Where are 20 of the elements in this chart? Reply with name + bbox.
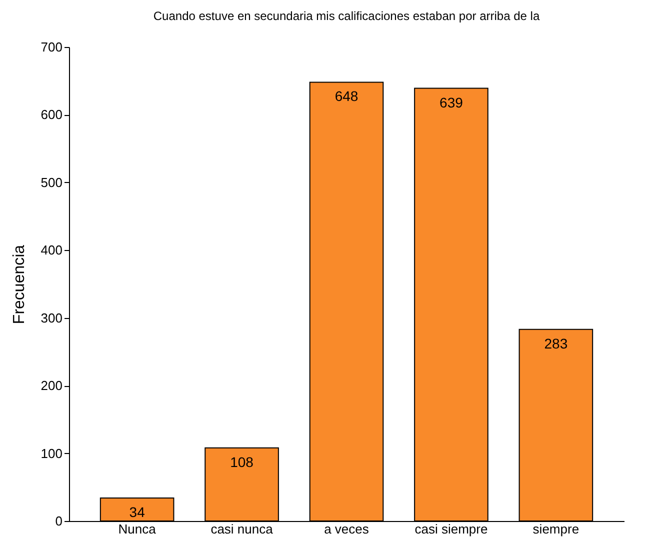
x-tick-label: casi siempre [414,522,488,536]
x-tick-label: siempre [532,522,580,536]
y-tick-label: 700 [40,40,62,54]
y-tick-label: 200 [40,378,62,394]
y-tick-label: 600 [40,107,62,122]
x-tick-label: casi nunca [210,522,274,536]
x-tick-label: a veces [324,522,370,536]
y-tick-label: 400 [40,242,62,258]
y-tick-label: 300 [40,310,62,326]
data-label: 108 [230,454,254,470]
y-axis-title: Frecuencia [10,244,28,324]
x-tick-label: Nunca [118,522,157,536]
y-tick-label: 100 [40,446,62,461]
data-label: 648 [334,88,358,104]
y-tick-label: 500 [40,174,62,190]
data-label: 283 [544,335,568,352]
y-tick-label: 0 [55,514,62,528]
data-label: 34 [129,504,146,520]
chart-title: Cuando estuve en secundaria mis calificaciones estaban por arriba de la [153,9,540,23]
data-label: 639 [440,94,464,110]
